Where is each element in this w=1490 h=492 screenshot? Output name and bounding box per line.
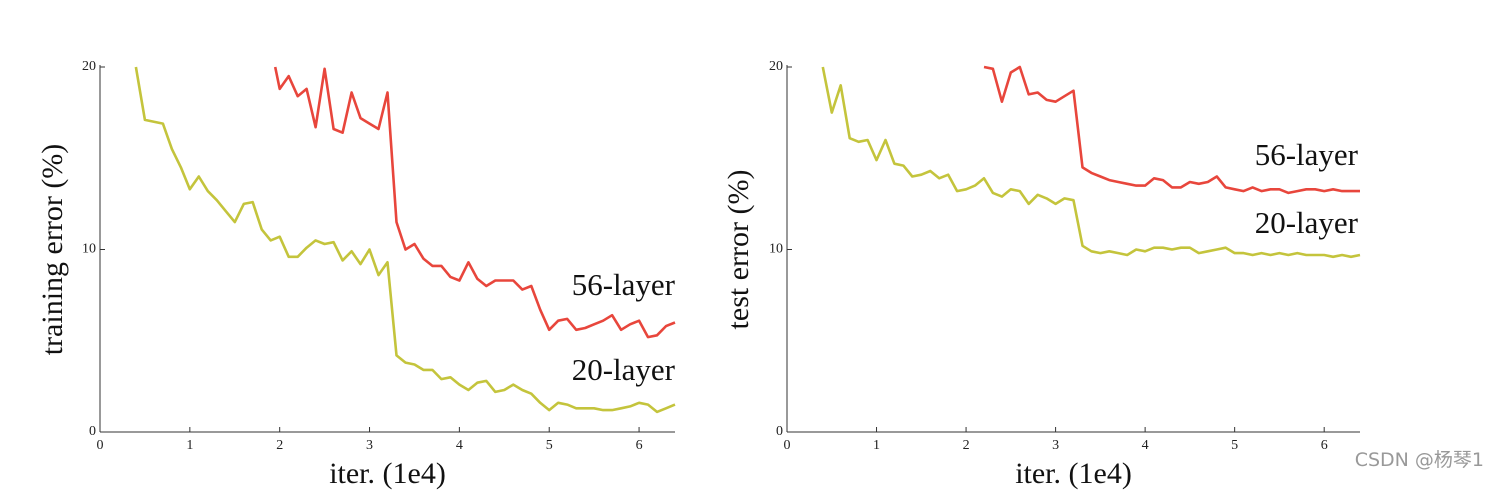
x-tick-label: 5 <box>546 438 553 453</box>
y-axis-label: test error (%) <box>722 170 755 330</box>
x-tick-label: 4 <box>456 438 463 453</box>
series-label: 20-layer <box>572 352 676 387</box>
x-tick-label: 4 <box>1142 438 1149 453</box>
x-tick-label: 2 <box>276 438 283 453</box>
x-tick-label: 6 <box>1321 438 1328 453</box>
line <box>821 66 1361 259</box>
y-axis-label: training error (%) <box>36 144 69 356</box>
x-tick-label: 0 <box>97 438 104 453</box>
x-tick-label: 3 <box>366 438 373 453</box>
line <box>983 65 1360 195</box>
x-tick-label: 0 <box>784 438 791 453</box>
y-tick-label: 20 <box>82 59 96 74</box>
y-tick-label: 0 <box>776 424 783 439</box>
x-tick-label: 3 <box>1052 438 1059 453</box>
line <box>273 66 676 339</box>
watermark: CSDN @杨琴1 <box>1355 449 1484 471</box>
x-tick-label: 1 <box>186 438 193 453</box>
x-tick-label: 6 <box>636 438 643 453</box>
x-axis-label: iter. (1e4) <box>1015 457 1132 490</box>
y-tick-label: 10 <box>769 242 783 257</box>
y-tick-label: 10 <box>82 242 96 257</box>
x-tick-label: 2 <box>963 438 970 453</box>
series-label: 56-layer <box>1255 137 1359 172</box>
series-label: 56-layer <box>572 267 676 302</box>
y-tick-label: 0 <box>89 424 96 439</box>
x-tick-label: 5 <box>1231 438 1238 453</box>
y-tick-label: 20 <box>769 59 783 74</box>
series-label: 20-layer <box>1255 205 1359 240</box>
x-tick-label: 1 <box>873 438 880 453</box>
line <box>134 66 676 414</box>
x-axis-label: iter. (1e4) <box>329 457 446 490</box>
